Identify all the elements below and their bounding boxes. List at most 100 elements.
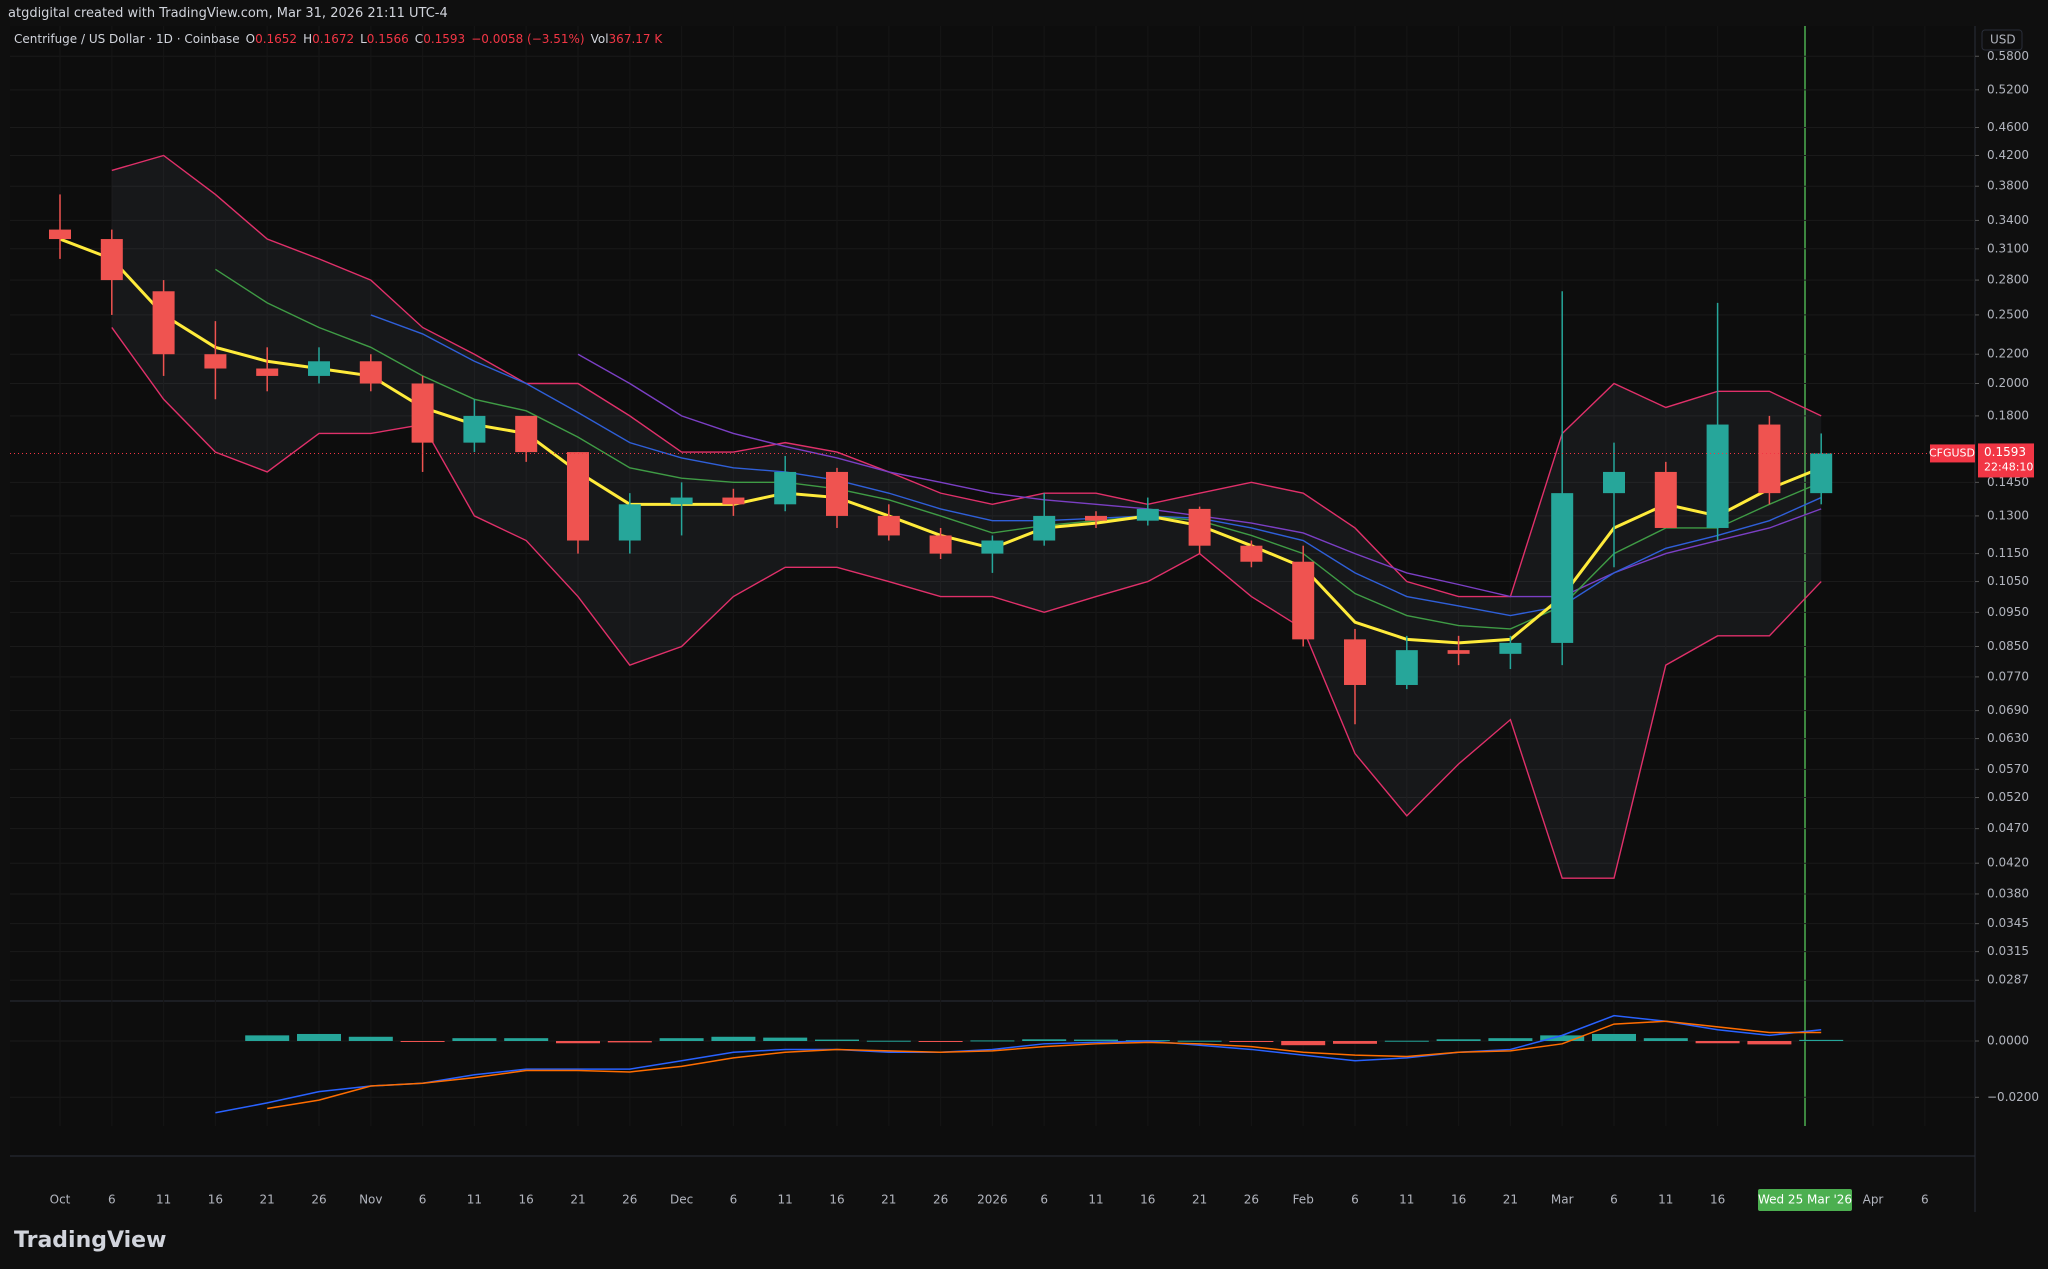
x-tick-label: 11 xyxy=(778,1193,793,1207)
crosshair-label-box xyxy=(1758,1189,1852,1211)
histogram-bar xyxy=(1436,1039,1481,1041)
y-tick-label: 0.0420 xyxy=(1987,856,2029,870)
x-tick-label: 6 xyxy=(1921,1193,1929,1207)
histogram-bar xyxy=(1074,1039,1118,1041)
histogram-bar xyxy=(1333,1040,1377,1044)
x-tick-label: 16 xyxy=(519,1193,534,1207)
y-tick-label: 0.3100 xyxy=(1987,241,2029,255)
candle-body xyxy=(670,497,693,505)
x-tick-label: 6 xyxy=(1610,1193,1618,1207)
y-tick-label: 0.5200 xyxy=(1987,82,2029,96)
y-tick-label: 0.0770 xyxy=(1987,669,2029,683)
x-tick-label: 16 xyxy=(208,1193,223,1207)
crosshair-label: Wed 25 Mar '26 xyxy=(1758,1193,1852,1207)
histogram-bar xyxy=(918,1040,963,1042)
y-tick-label: 0.0570 xyxy=(1987,762,2029,776)
x-tick-label: Dec xyxy=(670,1193,693,1207)
candle-body xyxy=(981,540,1004,554)
x-tick-label: 11 xyxy=(467,1193,482,1207)
y-tick-label: 0.0345 xyxy=(1987,916,2029,930)
histogram-bar xyxy=(556,1040,600,1044)
histogram-bar xyxy=(970,1040,1015,1042)
y-tick-label: 0.3400 xyxy=(1987,213,2029,227)
x-tick-label: 16 xyxy=(1710,1193,1725,1207)
histogram-bar xyxy=(1799,1039,1844,1041)
candle-body xyxy=(1551,493,1574,643)
y-tick-label: 0.1450 xyxy=(1987,475,2029,489)
x-tick-label: 26 xyxy=(1244,1193,1259,1207)
y-tick-label: 0.0287 xyxy=(1987,973,2029,987)
candle-body xyxy=(463,415,486,443)
histogram-bar xyxy=(815,1039,859,1041)
x-tick-label: 11 xyxy=(1658,1193,1673,1207)
candle-body xyxy=(1033,515,1056,541)
candle-body xyxy=(359,361,382,384)
y-tick-label: 0.0850 xyxy=(1987,639,2029,653)
histogram-bar xyxy=(711,1036,756,1041)
y-tick-label: 0.3800 xyxy=(1987,179,2029,193)
symbol: CFGUSD xyxy=(1929,446,1975,459)
candle-body xyxy=(1188,508,1211,546)
legend-key: O xyxy=(245,32,256,46)
candle-body xyxy=(1654,471,1677,528)
histogram-bar xyxy=(1281,1040,1326,1046)
y-tick-label: 0.2200 xyxy=(1987,347,2029,361)
histogram-bar xyxy=(1384,1040,1429,1042)
histogram-bar xyxy=(1229,1040,1274,1042)
x-tick-label: Oct xyxy=(50,1193,71,1207)
y-tick-label: 0.0315 xyxy=(1987,944,2029,958)
macd-line xyxy=(215,1014,1822,1114)
candle-body xyxy=(204,354,227,369)
symbol-box xyxy=(1930,444,1975,463)
overlay-line xyxy=(111,327,1822,879)
candle-body xyxy=(1395,650,1418,685)
countdown: 22:48:10 xyxy=(1984,460,2033,473)
histogram-bar xyxy=(1695,1040,1740,1044)
candle-body xyxy=(1499,642,1522,654)
x-tick-label: Nov xyxy=(359,1193,382,1207)
candle-body xyxy=(1758,424,1781,494)
candle-body xyxy=(152,291,175,355)
x-tick-label: 21 xyxy=(1503,1193,1518,1207)
candle-body xyxy=(100,239,123,281)
x-tick-label: 21 xyxy=(1192,1193,1207,1207)
x-tick-label: 21 xyxy=(570,1193,585,1207)
candle-body xyxy=(567,452,589,541)
x-tick-label: 11 xyxy=(156,1193,171,1207)
y-tick-label: 0.2800 xyxy=(1987,273,2029,287)
attribution: atgdigital created with TradingView.com,… xyxy=(8,6,448,21)
histogram-bar xyxy=(245,1035,290,1041)
candle-body xyxy=(49,229,71,240)
histogram-bar xyxy=(1022,1039,1067,1041)
candle-body xyxy=(1136,508,1159,521)
overlay-line xyxy=(111,154,1822,598)
candle-body xyxy=(929,535,952,554)
legend-value: 0.1566 xyxy=(366,32,409,46)
y-tick-label: 0.1150 xyxy=(1987,546,2029,560)
legend-key: Vol xyxy=(590,32,609,46)
legend-title: Centrifuge / US Dollar · 1D · Coinbase xyxy=(14,32,240,46)
y-tick-label: 0.0470 xyxy=(1987,821,2029,835)
x-tick-label: 26 xyxy=(622,1193,637,1207)
y-tick-label: 0.4600 xyxy=(1987,120,2029,134)
candle-body xyxy=(515,415,538,453)
x-tick-label: 11 xyxy=(1399,1193,1414,1207)
currency: USD xyxy=(1990,33,2016,47)
candle-body xyxy=(256,368,279,376)
histogram-bar xyxy=(1592,1033,1636,1041)
legend-value: 0.1593 xyxy=(423,32,466,46)
candle-body xyxy=(1240,545,1263,562)
legend-value: −0.0058 (−3.51%) xyxy=(471,32,585,46)
candle-body xyxy=(1344,639,1366,685)
histogram-bar xyxy=(1488,1038,1533,1041)
histogram-bar xyxy=(1540,1035,1585,1041)
histogram-bar xyxy=(763,1037,808,1041)
x-tick-label: 21 xyxy=(881,1193,896,1207)
candle-body xyxy=(308,361,330,376)
legend: Centrifuge / US Dollar · 1D · Coinbase O 0… xyxy=(14,32,668,46)
brand: TradingView xyxy=(14,1228,167,1253)
candle-body xyxy=(1292,561,1315,640)
candle-body xyxy=(1447,650,1470,654)
x-tick-label: 11 xyxy=(1088,1193,1103,1207)
y-tick-label: 0.1800 xyxy=(1987,408,2029,422)
